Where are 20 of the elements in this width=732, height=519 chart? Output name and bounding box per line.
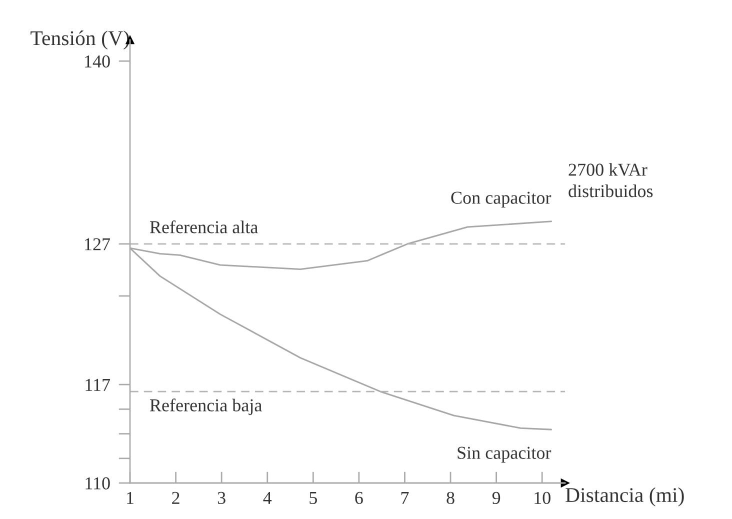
x-tick-label: 9 — [492, 492, 500, 504]
x-tick-label: 8 — [446, 492, 454, 504]
ref-line-label: Referencia baja — [150, 398, 262, 416]
x-tick-label: 7 — [401, 492, 409, 504]
x-tick-label: 4 — [263, 492, 272, 504]
x-tick-label: 10 — [534, 492, 550, 504]
text: 2700 kVAr distribuidos — [568, 163, 653, 198]
x-tick-label: 1 — [127, 492, 134, 504]
ref-line-label: Referencia alta — [150, 220, 258, 234]
x-tick-label: 3 — [218, 492, 226, 504]
x-axis-title: Distancia (mi) — [566, 487, 684, 506]
x-tick-label: 6 — [355, 492, 363, 504]
series-label: Sin capacitor — [458, 446, 552, 463]
x-tick-label: 2 — [172, 492, 180, 504]
series-label: Con capacitor — [451, 192, 552, 208]
y-tick-label: 117 — [86, 378, 110, 391]
x-tick-label: 5 — [310, 492, 317, 504]
y-tick-label: 140 — [85, 55, 110, 68]
y-tick-label: 127 — [85, 238, 110, 250]
y-tick-label: 110 — [86, 477, 110, 490]
